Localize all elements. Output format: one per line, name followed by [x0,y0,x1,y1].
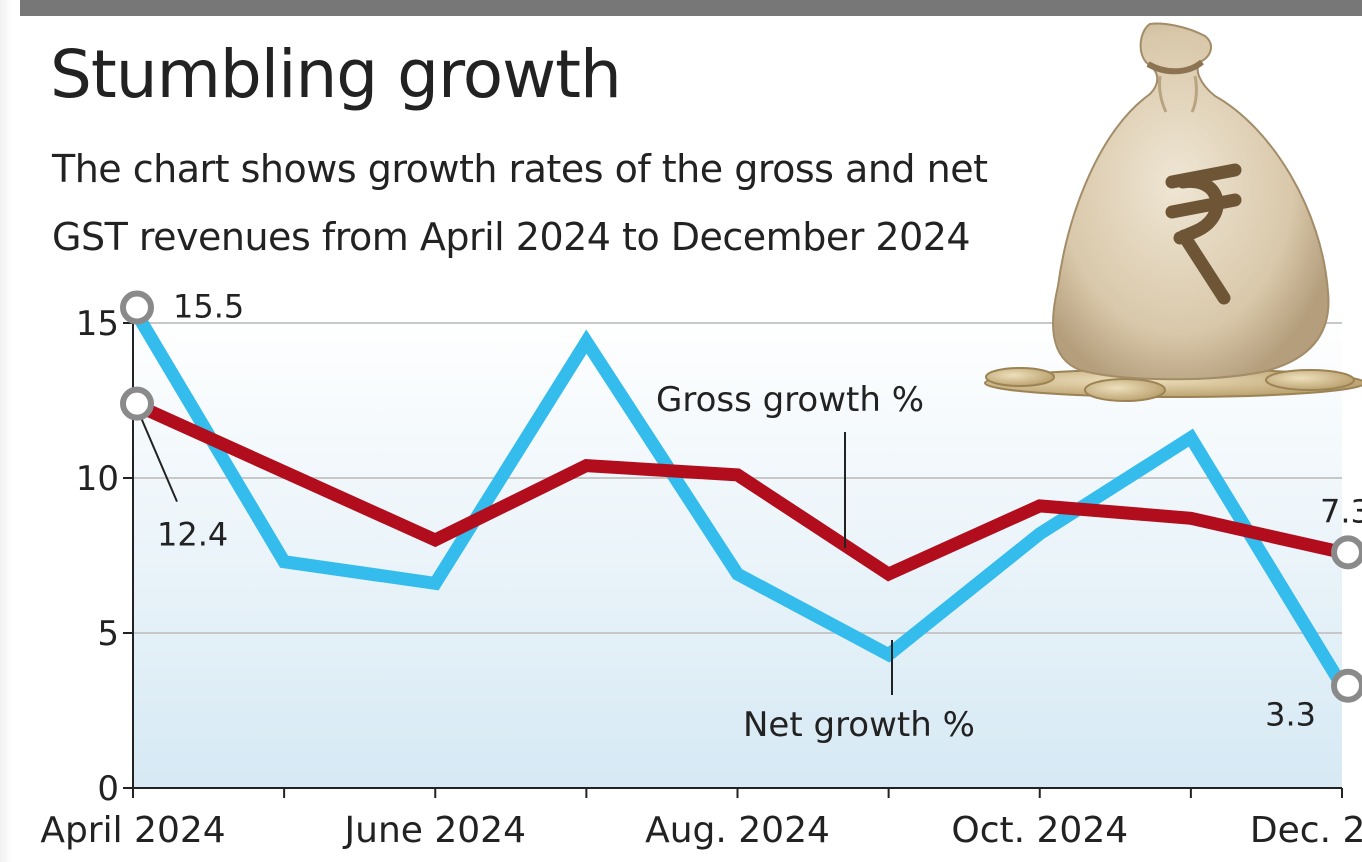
net-growth-line [130,397,1344,582]
data-label: 12.4 [157,516,228,554]
value-label-leader [140,417,178,502]
data-label: 15.5 [173,288,244,326]
x-axis: April 2024 June 2024 Aug. 2024 Oct. 2024 Dec… [40,787,1362,851]
y-tick-label: 5 [97,614,119,654]
grid: 0 5 10 15 [76,304,1342,809]
y-tick-label: 0 [97,769,119,809]
x-tick-label: April 2024 [40,810,225,851]
data-label: 7.3 [1320,492,1362,530]
annotations: Gross growth % Net growth % 15.5 12.4 3.3 7… [120,288,1362,745]
chart-title: Stumbling growth [50,36,622,113]
gross-series-label: Gross growth % [656,380,924,420]
series [127,304,1348,690]
x-tick-label: Aug. 2024 [645,810,830,851]
x-tick-label: Dec. 2024 [1250,810,1362,851]
x-tick-label: Oct. 2024 [951,810,1128,851]
data-point-marker [120,386,154,421]
rupee-money-bag-icon [984,22,1362,402]
y-tick-label: 15 [76,304,119,344]
chart-subtitle-line-1: The chart shows growth rates of the gros… [52,147,988,191]
data-point-marker [1331,535,1362,570]
data-label: 3.3 [1265,696,1316,734]
x-tick-label: June 2024 [343,810,526,851]
data-point-marker [120,290,154,325]
chart-subtitle-line-2: GST revenues from April 2024 to December… [52,215,971,259]
gross-growth-line [127,304,1348,690]
y-tick-label: 10 [76,459,119,499]
data-point-marker [1331,668,1362,703]
net-series-label: Net growth % [743,705,975,745]
header-rule [20,0,1362,16]
